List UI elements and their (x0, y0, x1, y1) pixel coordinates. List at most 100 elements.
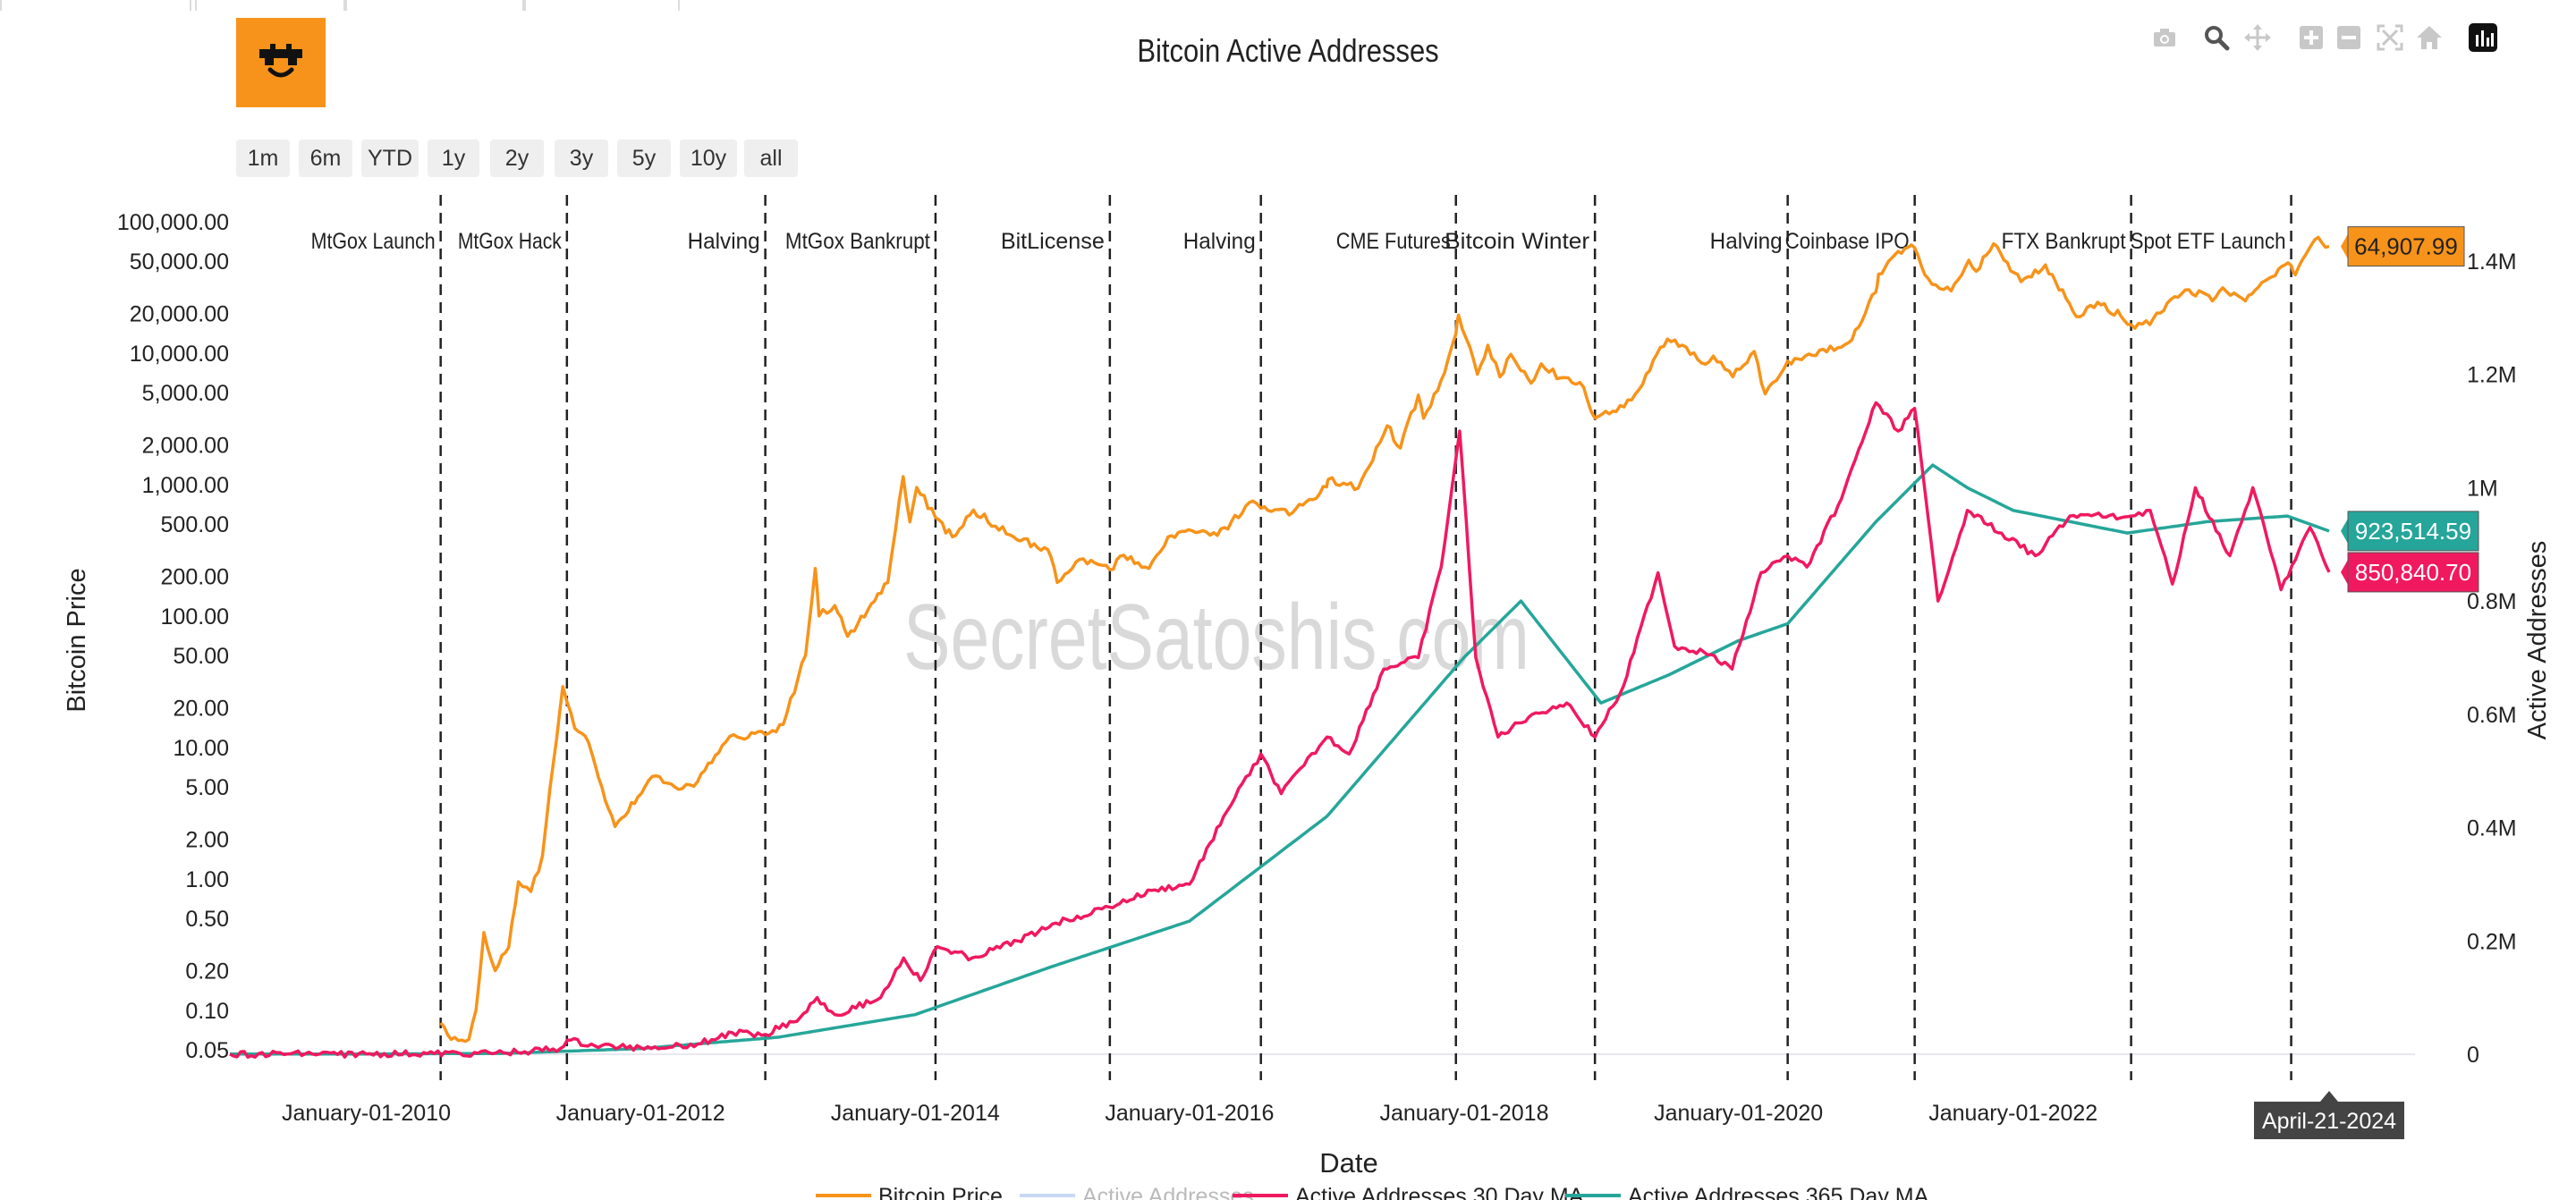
zoom-out-icon[interactable] (2331, 20, 2367, 55)
y-left-tick-label: 0.10 (185, 999, 229, 1024)
y-left-tick-label: 2,000.00 (142, 434, 229, 459)
zoom-icon[interactable] (2199, 20, 2234, 55)
y-left-tick-label: 200.00 (161, 565, 229, 590)
event-label: MtGox Bankrupt (785, 229, 930, 254)
y-right-tick-label: 1.4M (2467, 249, 2517, 275)
legend-label: Active Addresses (1082, 1184, 1254, 1200)
event-label: Spot ETF Launch (2131, 229, 2286, 254)
range-button-1y[interactable]: 1y (428, 139, 479, 177)
y-left-tick-label: 1,000.00 (142, 473, 229, 498)
event-label: FTX Bankrupt (2002, 229, 2126, 254)
y-right-tick-label: 0.6M (2467, 703, 2517, 728)
y-right-tick-label: 0.2M (2467, 929, 2517, 954)
hover-ma30-label-arrow (2341, 559, 2348, 585)
y-left-tick-label: 5,000.00 (142, 381, 229, 406)
camera-icon[interactable] (2147, 20, 2182, 55)
y-left-axis-title: Bitcoin Price (63, 568, 91, 712)
y-left-tick-label: 100.00 (161, 604, 229, 630)
event-label: MtGox Hack (458, 229, 562, 254)
series-bitcoin-price (439, 235, 2330, 1044)
range-button-3y[interactable]: 3y (555, 139, 608, 177)
zoom-in-icon[interactable] (2293, 20, 2329, 55)
watermark: SecretSatoshis.com (903, 586, 1530, 689)
secret-satoshis-logo (236, 18, 326, 107)
y-left-tick-label: 0.05 (185, 1038, 229, 1063)
legend-item[interactable]: Active Addresses (1020, 1184, 1254, 1200)
event-label: Halving (688, 229, 760, 254)
range-button-10y[interactable]: 10y (680, 139, 737, 177)
range-button-5y[interactable]: 5y (617, 139, 671, 177)
event-label: Bitcoin Winter (1445, 229, 1589, 254)
browser-tab-strip (0, 0, 680, 13)
y-left-tick-label: 10,000.00 (130, 342, 229, 367)
y-right-tick-label: 0.4M (2467, 816, 2517, 841)
y-left-tick-label: 50,000.00 (130, 249, 229, 275)
y-left-tick-label: 500.00 (161, 512, 229, 537)
y-right-tick-label: 0.8M (2467, 589, 2517, 614)
x-axis-title: Date (1319, 1147, 1377, 1179)
y-right-tick-label: 1M (2467, 476, 2498, 501)
event-label: BitLicense (1001, 229, 1105, 254)
hover-ma30-label-text: 850,840.70 (2355, 559, 2471, 586)
y-left-tick-label: 5.00 (185, 775, 229, 800)
y-left-tick-label: 1.00 (185, 867, 229, 892)
event-label: Coinbase IPO (1785, 229, 1910, 254)
plotly-logo-icon[interactable] (2465, 20, 2501, 55)
event-label: Halving (1183, 229, 1256, 254)
hover-date-arrow (2320, 1091, 2338, 1102)
hover-ma365-label: 923,514.59 (2341, 511, 2479, 552)
legend-label: Bitcoin Price (878, 1184, 1003, 1200)
y-left-tick-label: 0.50 (185, 907, 229, 932)
range-button-1m[interactable]: 1m (236, 139, 290, 177)
hover-ma365-label-text: 923,514.59 (2355, 518, 2471, 545)
y-left-tick-label: 20.00 (173, 697, 229, 722)
hover-price-label-text: 64,907.99 (2354, 233, 2458, 260)
y-left-tick-label: 100,000.00 (117, 210, 229, 235)
y-left-tick-label: 20,000.00 (130, 302, 229, 327)
y-left-tick-label: 10.00 (173, 736, 229, 761)
tab-3[interactable] (345, 0, 524, 11)
chart-title: Bitcoin Active Addresses (1137, 32, 1439, 69)
event-label: Halving (1710, 229, 1783, 254)
x-tick-label: January-01-2010 (282, 1101, 451, 1126)
legend-item[interactable]: Bitcoin Price (816, 1184, 1003, 1200)
tab-2[interactable] (195, 0, 345, 11)
hover-ma30-label-box (2347, 552, 2479, 593)
tab-4[interactable] (524, 0, 680, 11)
legend-item[interactable]: Active Addresses 30 Day MA (1233, 1184, 1584, 1200)
x-tick-label: January-01-2016 (1105, 1101, 1274, 1126)
range-button-ytd[interactable]: YTD (361, 139, 419, 177)
x-tick-label: January-01-2014 (831, 1101, 1000, 1126)
hover-ma365-label-arrow (2341, 518, 2348, 544)
x-tick-label: January-01-2022 (1928, 1101, 2097, 1126)
hover-price-label-box (2347, 226, 2465, 267)
range-button-2y[interactable]: 2y (490, 139, 544, 177)
home-icon[interactable] (2411, 20, 2447, 55)
x-tick-label: January-01-2012 (556, 1101, 725, 1126)
autoscale-icon[interactable] (2372, 20, 2408, 55)
hover-price-label: 64,907.99 (2341, 226, 2465, 267)
y-right-tick-label: 0 (2467, 1043, 2479, 1068)
hover-ma365-label-box (2347, 511, 2479, 552)
bitcoin-logo-icon (259, 44, 302, 78)
tab-1[interactable] (0, 0, 191, 11)
event-label: CME Futures (1336, 229, 1451, 254)
range-button-all[interactable]: all (744, 139, 798, 177)
series-ma365 (230, 463, 2330, 1056)
y-left-tick-label: 0.20 (185, 959, 229, 985)
legend-item[interactable]: Active Addresses 365 Day MA (1565, 1184, 1929, 1200)
legend-label: Active Addresses 30 Day MA (1295, 1184, 1584, 1200)
y-left-tick-label: 50.00 (173, 644, 229, 669)
hover-date-box (2254, 1102, 2404, 1139)
series-ma30 (229, 401, 2331, 1059)
hover-date-text: April-21-2024 (2262, 1109, 2396, 1134)
legend-label: Active Addresses 365 Day MA (1628, 1184, 1929, 1200)
hover-date-label: April-21-2024 (2254, 1091, 2404, 1139)
pan-icon[interactable] (2240, 20, 2275, 55)
y-right-axis-title: Active Addresses (2523, 541, 2552, 739)
y-right-tick-label: 1.2M (2467, 363, 2517, 388)
x-tick-label: January-01-2020 (1654, 1101, 1823, 1126)
y-left-tick-label: 2.00 (185, 828, 229, 853)
range-button-6m[interactable]: 6m (299, 139, 352, 177)
